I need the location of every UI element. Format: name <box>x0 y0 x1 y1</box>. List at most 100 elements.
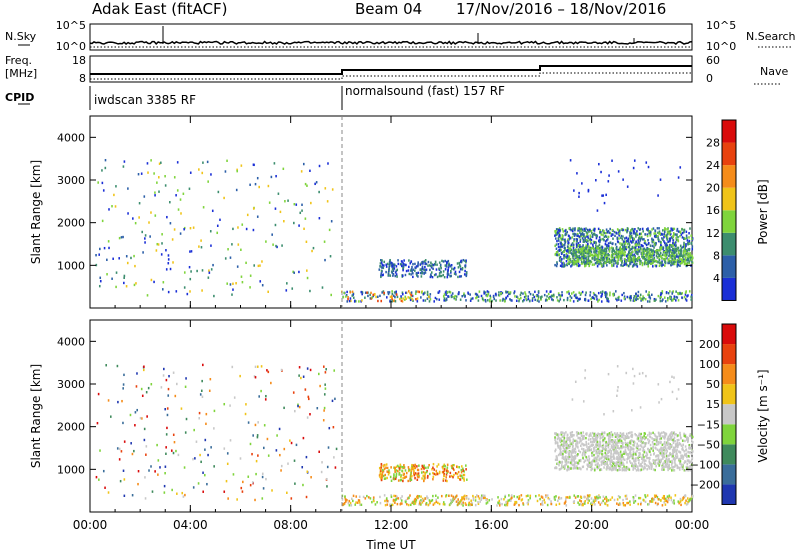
velocity-echo <box>265 395 267 397</box>
power-echo <box>510 299 512 301</box>
power-echo <box>562 228 564 230</box>
power-echo <box>602 259 604 261</box>
power-echo <box>643 256 645 258</box>
power-echo <box>219 219 221 221</box>
power-echo <box>577 235 579 237</box>
velocity-echo <box>385 467 387 469</box>
power-echo <box>676 296 678 298</box>
power-echo <box>629 246 631 248</box>
velocity-echo <box>194 457 196 459</box>
velocity-echo <box>479 497 481 499</box>
power-echo <box>283 168 285 170</box>
velocity-echo <box>321 461 323 463</box>
power-echo <box>226 160 228 162</box>
freq-tick-top: 18 <box>72 54 86 67</box>
velocity-echo <box>646 468 648 470</box>
power-echo <box>391 290 393 292</box>
velocity-echo <box>629 468 631 470</box>
power-echo <box>482 298 484 300</box>
power-echo <box>560 295 562 297</box>
velocity-echo <box>670 461 672 463</box>
power-echo <box>633 230 635 232</box>
power-echo <box>423 269 425 271</box>
power-echo <box>572 228 574 230</box>
power-echo <box>629 296 631 298</box>
velocity-echo <box>541 502 543 504</box>
velocity-echo <box>425 467 427 469</box>
power-echo <box>558 243 560 245</box>
power-echo <box>464 265 466 267</box>
power-echo <box>183 228 185 230</box>
power-echo <box>627 243 629 245</box>
power-echo <box>408 259 410 261</box>
power-echo <box>576 254 578 256</box>
power-echo <box>671 246 673 248</box>
velocity-echo <box>565 456 567 458</box>
power-echo <box>583 246 585 248</box>
power-echo <box>249 286 251 288</box>
power-echo <box>639 233 641 235</box>
velocity-echo <box>426 495 428 497</box>
power-echo <box>622 229 624 231</box>
power-echo <box>520 292 522 294</box>
velocity-echo <box>398 479 400 481</box>
power-echo <box>691 238 693 240</box>
power-echo <box>645 161 647 163</box>
power-echo <box>578 260 580 262</box>
power-echo <box>681 247 683 249</box>
power-echo <box>397 259 399 261</box>
power-echo <box>686 231 688 233</box>
power-echo <box>180 198 182 200</box>
power-echo <box>678 260 680 262</box>
power-echo <box>585 246 587 248</box>
power-echo <box>455 271 457 273</box>
power-echo <box>443 295 445 297</box>
power-echo <box>443 270 445 272</box>
power-echo <box>657 235 659 237</box>
power-echo <box>237 265 239 267</box>
velocity-echo <box>368 496 370 498</box>
velocity-echo <box>579 503 581 505</box>
power-echo <box>534 291 536 293</box>
velocity-echo <box>668 458 670 460</box>
velocity-echo <box>214 410 216 412</box>
power-echo <box>611 265 613 267</box>
power-echo <box>646 248 648 250</box>
power-echo <box>201 289 203 291</box>
power-echo <box>606 250 608 252</box>
velocity-echo <box>594 469 596 471</box>
power-echo <box>632 241 634 243</box>
power-echo <box>346 300 348 302</box>
power-echo <box>275 175 277 177</box>
power-echo <box>660 300 662 302</box>
power-echo <box>410 273 412 275</box>
power-echo <box>660 178 662 180</box>
power-echo <box>621 235 623 237</box>
power-echo <box>417 300 419 302</box>
nsky-panel <box>90 24 692 50</box>
power-echo <box>678 299 680 301</box>
power-echo <box>655 260 657 262</box>
velocity-echo <box>652 441 654 443</box>
power-echo <box>454 267 456 269</box>
velocity-echo <box>166 379 168 381</box>
power-echo <box>99 285 101 287</box>
power-echo <box>609 232 611 234</box>
power-echo <box>463 294 465 296</box>
power-echo <box>463 259 465 261</box>
velocity-echo <box>306 456 308 458</box>
power-echo <box>374 293 376 295</box>
power-echo <box>402 300 404 302</box>
power-echo <box>223 197 225 199</box>
velocity-echo <box>635 457 637 459</box>
power-echo <box>245 262 247 264</box>
power-echo <box>642 238 644 240</box>
power-echo <box>678 251 680 253</box>
power-echo <box>621 294 623 296</box>
velocity-echo <box>165 466 167 468</box>
power-echo <box>635 246 637 248</box>
power-echo <box>575 294 577 296</box>
power-echo <box>271 176 273 178</box>
power-echo <box>201 246 203 248</box>
power-echo <box>436 268 438 270</box>
